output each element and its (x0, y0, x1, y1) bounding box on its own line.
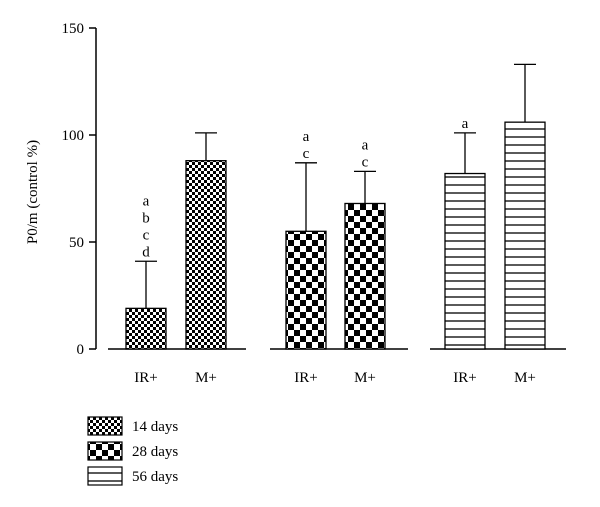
x-category-label: IR+ (453, 370, 476, 386)
x-category-label: M+ (354, 370, 376, 386)
legend-label: 14 days (132, 419, 178, 435)
significance-letter: a (143, 193, 150, 209)
legend-swatch (87, 416, 123, 436)
legend-swatch (87, 441, 123, 461)
x-category-label: M+ (195, 370, 217, 386)
y-tick-label: 50 (69, 235, 84, 251)
x-category-label: IR+ (294, 370, 317, 386)
bar (444, 172, 486, 350)
legend: 14 days 28 days 56 days (87, 416, 178, 486)
x-category-label: M+ (514, 370, 536, 386)
legend-label: 56 days (132, 469, 178, 485)
significance-letter: c (362, 154, 369, 170)
x-category-label: IR+ (134, 370, 157, 386)
legend-swatch (87, 466, 123, 486)
bar (125, 307, 167, 350)
y-tick-label: 100 (62, 128, 85, 144)
y-tick-label: 150 (62, 21, 85, 37)
significance-letter: a (303, 129, 310, 145)
y-axis-title: P0/m (control %) (25, 140, 41, 244)
significance-letter: c (143, 227, 150, 243)
legend-label: 28 days (132, 444, 178, 460)
significance-letter: c (303, 146, 310, 162)
bar (344, 202, 386, 350)
bar (504, 121, 546, 350)
y-tick-label: 0 (77, 342, 85, 358)
significance-letter: b (142, 210, 150, 226)
bar (285, 230, 327, 350)
significance-letter: a (362, 137, 369, 153)
significance-letter: d (142, 244, 150, 260)
bar (185, 160, 227, 350)
significance-letter: a (462, 116, 469, 132)
